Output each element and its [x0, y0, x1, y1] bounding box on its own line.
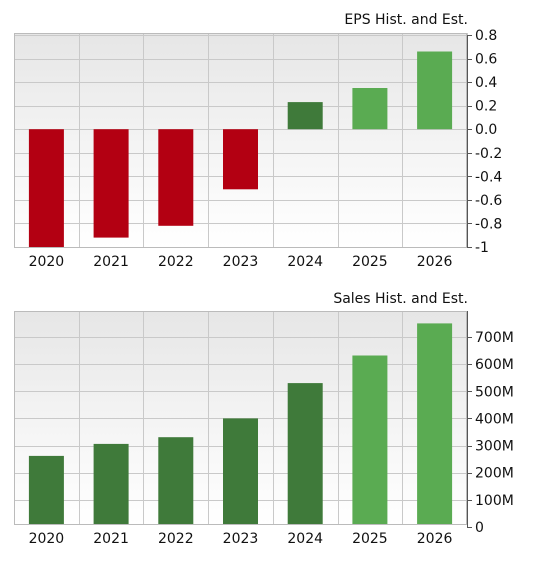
sales-x-tick-label: 2021: [93, 531, 129, 547]
eps-bar-2022: [158, 129, 194, 226]
sales-chart: Sales Hist. and Est. 700M 600M 500M 400M 300…: [14, 291, 514, 547]
sales-bar-2020: [28, 455, 64, 525]
eps-chart: EPS Hist. and Est. 0.8 0.6 0.4 0.2 0.0 -0.2 -0…: [14, 12, 502, 270]
sales-x-tick-label: 2026: [417, 531, 453, 547]
eps-y-tick-label: -0.8: [475, 216, 502, 232]
sales-y-tick-label: 300M: [475, 439, 514, 455]
eps-plot-frame: [14, 33, 467, 248]
eps-y-tick-label: -0.2: [475, 146, 502, 162]
eps-x-tick-label: 2021: [93, 254, 129, 270]
eps-y-tick-label: 0.2: [475, 99, 497, 115]
sales-bar-2023: [223, 418, 258, 525]
sales-y-tick-label: 500M: [475, 384, 514, 400]
sales-x-tick-label: 2024: [287, 531, 323, 547]
eps-y-tick-label: 0.8: [475, 28, 497, 44]
eps-x-tick-label: 2023: [223, 254, 259, 270]
sales-x-tick-label: 2025: [352, 531, 388, 547]
eps-x-tick-label: 2024: [287, 254, 323, 270]
eps-x-tick-label: 2022: [158, 254, 194, 270]
sales-x-tick-label: 2023: [223, 531, 259, 547]
eps-y-tick-label: 0.0: [475, 122, 497, 138]
eps-x-tick-label: 2020: [29, 254, 65, 270]
eps-x-tick-label: 2026: [417, 254, 453, 270]
sales-bar-2026: [417, 323, 453, 525]
sales-y-tick-label: 200M: [475, 466, 514, 482]
eps-bar-2025: [352, 88, 388, 130]
sales-y-tick-label: 100M: [475, 493, 514, 509]
sales-y-tick-label: 600M: [475, 357, 514, 373]
eps-bar-2023: [223, 129, 258, 190]
eps-y-tick-label: 0.6: [475, 52, 497, 68]
sales-bar-2025: [352, 355, 388, 525]
eps-y-tick-label: -1: [475, 240, 489, 256]
sales-y-tick-label: 0: [475, 520, 484, 536]
eps-bar-2020: [28, 129, 64, 248]
sales-x-tick-label: 2020: [29, 531, 65, 547]
sales-bar-2024: [287, 383, 323, 525]
sales-plot-frame: [14, 311, 467, 525]
eps-y-tick-label: -0.6: [475, 193, 502, 209]
sales-y-tick-label: 700M: [475, 330, 514, 346]
sales-bar-2022: [158, 437, 194, 525]
eps-x-tick-label: 2025: [352, 254, 388, 270]
eps-bar-2021: [93, 129, 129, 238]
sales-x-tick-label: 2022: [158, 531, 194, 547]
sales-bar-2021: [93, 443, 129, 525]
eps-bar-2026: [417, 51, 453, 130]
eps-chart-title: EPS Hist. and Est.: [344, 12, 468, 28]
eps-y-tick-label: 0.4: [475, 75, 497, 91]
sales-chart-title: Sales Hist. and Est.: [333, 291, 468, 307]
sales-y-tick-label: 400M: [475, 411, 514, 427]
eps-y-tick-label: -0.4: [475, 169, 502, 185]
eps-bar-2024: [287, 102, 323, 130]
